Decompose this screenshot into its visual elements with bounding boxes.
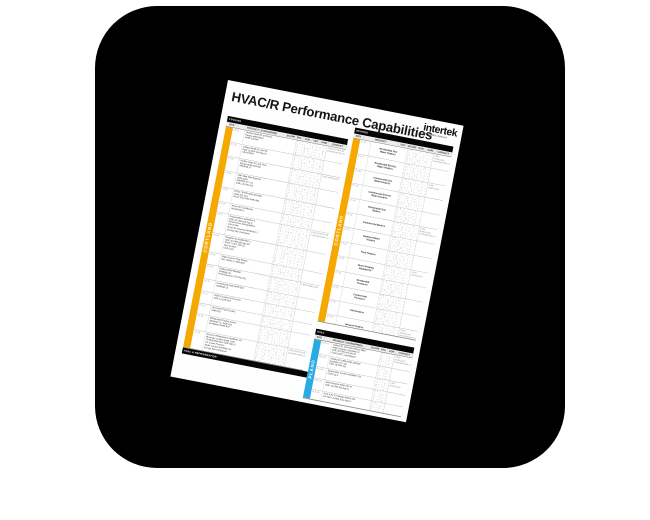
cell-values: 21 ✓ 1 2 ✓ ✓ 1 ✓ 37 2 ✓ bbox=[369, 400, 385, 416]
cell-contact bbox=[382, 403, 403, 417]
section-label: HVAC bbox=[316, 330, 325, 335]
table-hvac-plano: HVAC SITE PRODUCT / STANDARD(S) SCOPE EPA DOE… bbox=[302, 328, 415, 418]
